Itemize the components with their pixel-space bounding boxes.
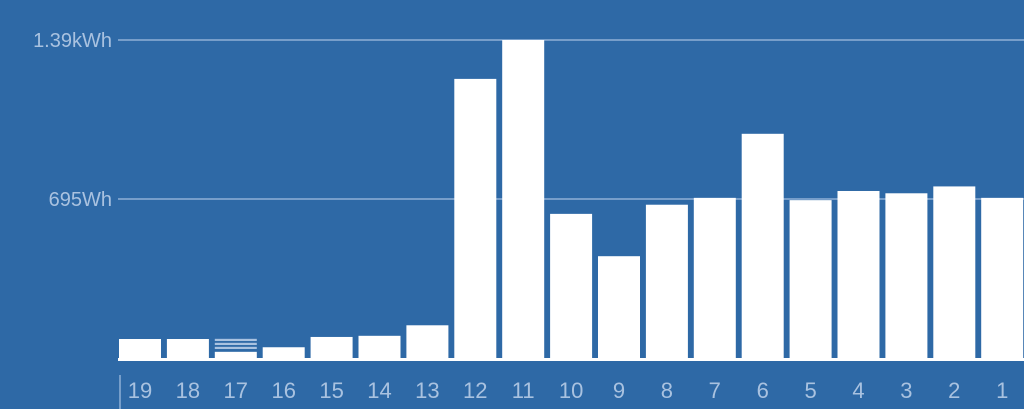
bar-17-partial-stripe-1 xyxy=(214,342,257,346)
bar-10[interactable] xyxy=(550,213,593,358)
x-tick-label-3: 3 xyxy=(900,378,912,403)
bar-4[interactable] xyxy=(837,190,880,358)
x-tick-label-19: 19 xyxy=(128,378,152,403)
bar-12[interactable] xyxy=(454,78,497,358)
bar-17[interactable] xyxy=(214,351,257,358)
y-tick-label-1: 695Wh xyxy=(49,189,112,211)
bar-8[interactable] xyxy=(645,204,688,358)
bar-1[interactable] xyxy=(981,197,1024,358)
bar-17-partial-stripe-0 xyxy=(214,338,257,342)
x-tick-label-11: 11 xyxy=(512,378,535,403)
bar-11[interactable] xyxy=(502,40,545,358)
bar-18[interactable] xyxy=(166,339,209,358)
bar-14[interactable] xyxy=(358,335,401,358)
x-tick-label-7: 7 xyxy=(709,378,721,403)
x-tick-label-9: 9 xyxy=(613,378,625,403)
x-tick-label-2: 2 xyxy=(948,378,960,403)
x-tick-label-14: 14 xyxy=(367,378,391,403)
axis-layer: 1.39kWh 695Wh 19 18 17 16 15 14 13 12 11 10 9 8 7 6 5 4 3 2… xyxy=(33,30,1024,409)
x-tick-label-12: 12 xyxy=(463,378,487,403)
x-tick-label-6: 6 xyxy=(757,378,769,403)
bar-3[interactable] xyxy=(885,193,928,358)
x-tick-label-18: 18 xyxy=(176,378,200,403)
bar-2[interactable] xyxy=(933,186,976,358)
x-tick-label-17: 17 xyxy=(224,378,248,403)
x-tick-label-13: 13 xyxy=(415,378,439,403)
x-tick-label-8: 8 xyxy=(661,378,673,403)
bar-layer xyxy=(119,40,1024,358)
bar-5[interactable] xyxy=(789,200,832,358)
x-tick-label-1: 1 xyxy=(996,378,1008,403)
x-tick-label-15: 15 xyxy=(319,378,343,403)
bar-17-partial-stripe-2 xyxy=(214,346,257,350)
bar-9[interactable] xyxy=(598,256,640,358)
bar-19[interactable] xyxy=(119,339,161,358)
y-tick-label-0: 1.39kWh xyxy=(33,30,112,52)
x-tick-label-4: 4 xyxy=(852,378,864,403)
x-axis-baseline xyxy=(118,358,1024,361)
gridline-layer xyxy=(118,39,1024,200)
x-tick-label-16: 16 xyxy=(271,378,295,403)
bar-16[interactable] xyxy=(262,347,305,358)
x-tick-label-5: 5 xyxy=(804,378,816,403)
bar-15[interactable] xyxy=(310,336,353,358)
bar-6[interactable] xyxy=(741,133,784,358)
x-tick-label-10: 10 xyxy=(559,378,583,403)
bar-7[interactable] xyxy=(693,197,736,358)
bar-13[interactable] xyxy=(406,325,449,358)
